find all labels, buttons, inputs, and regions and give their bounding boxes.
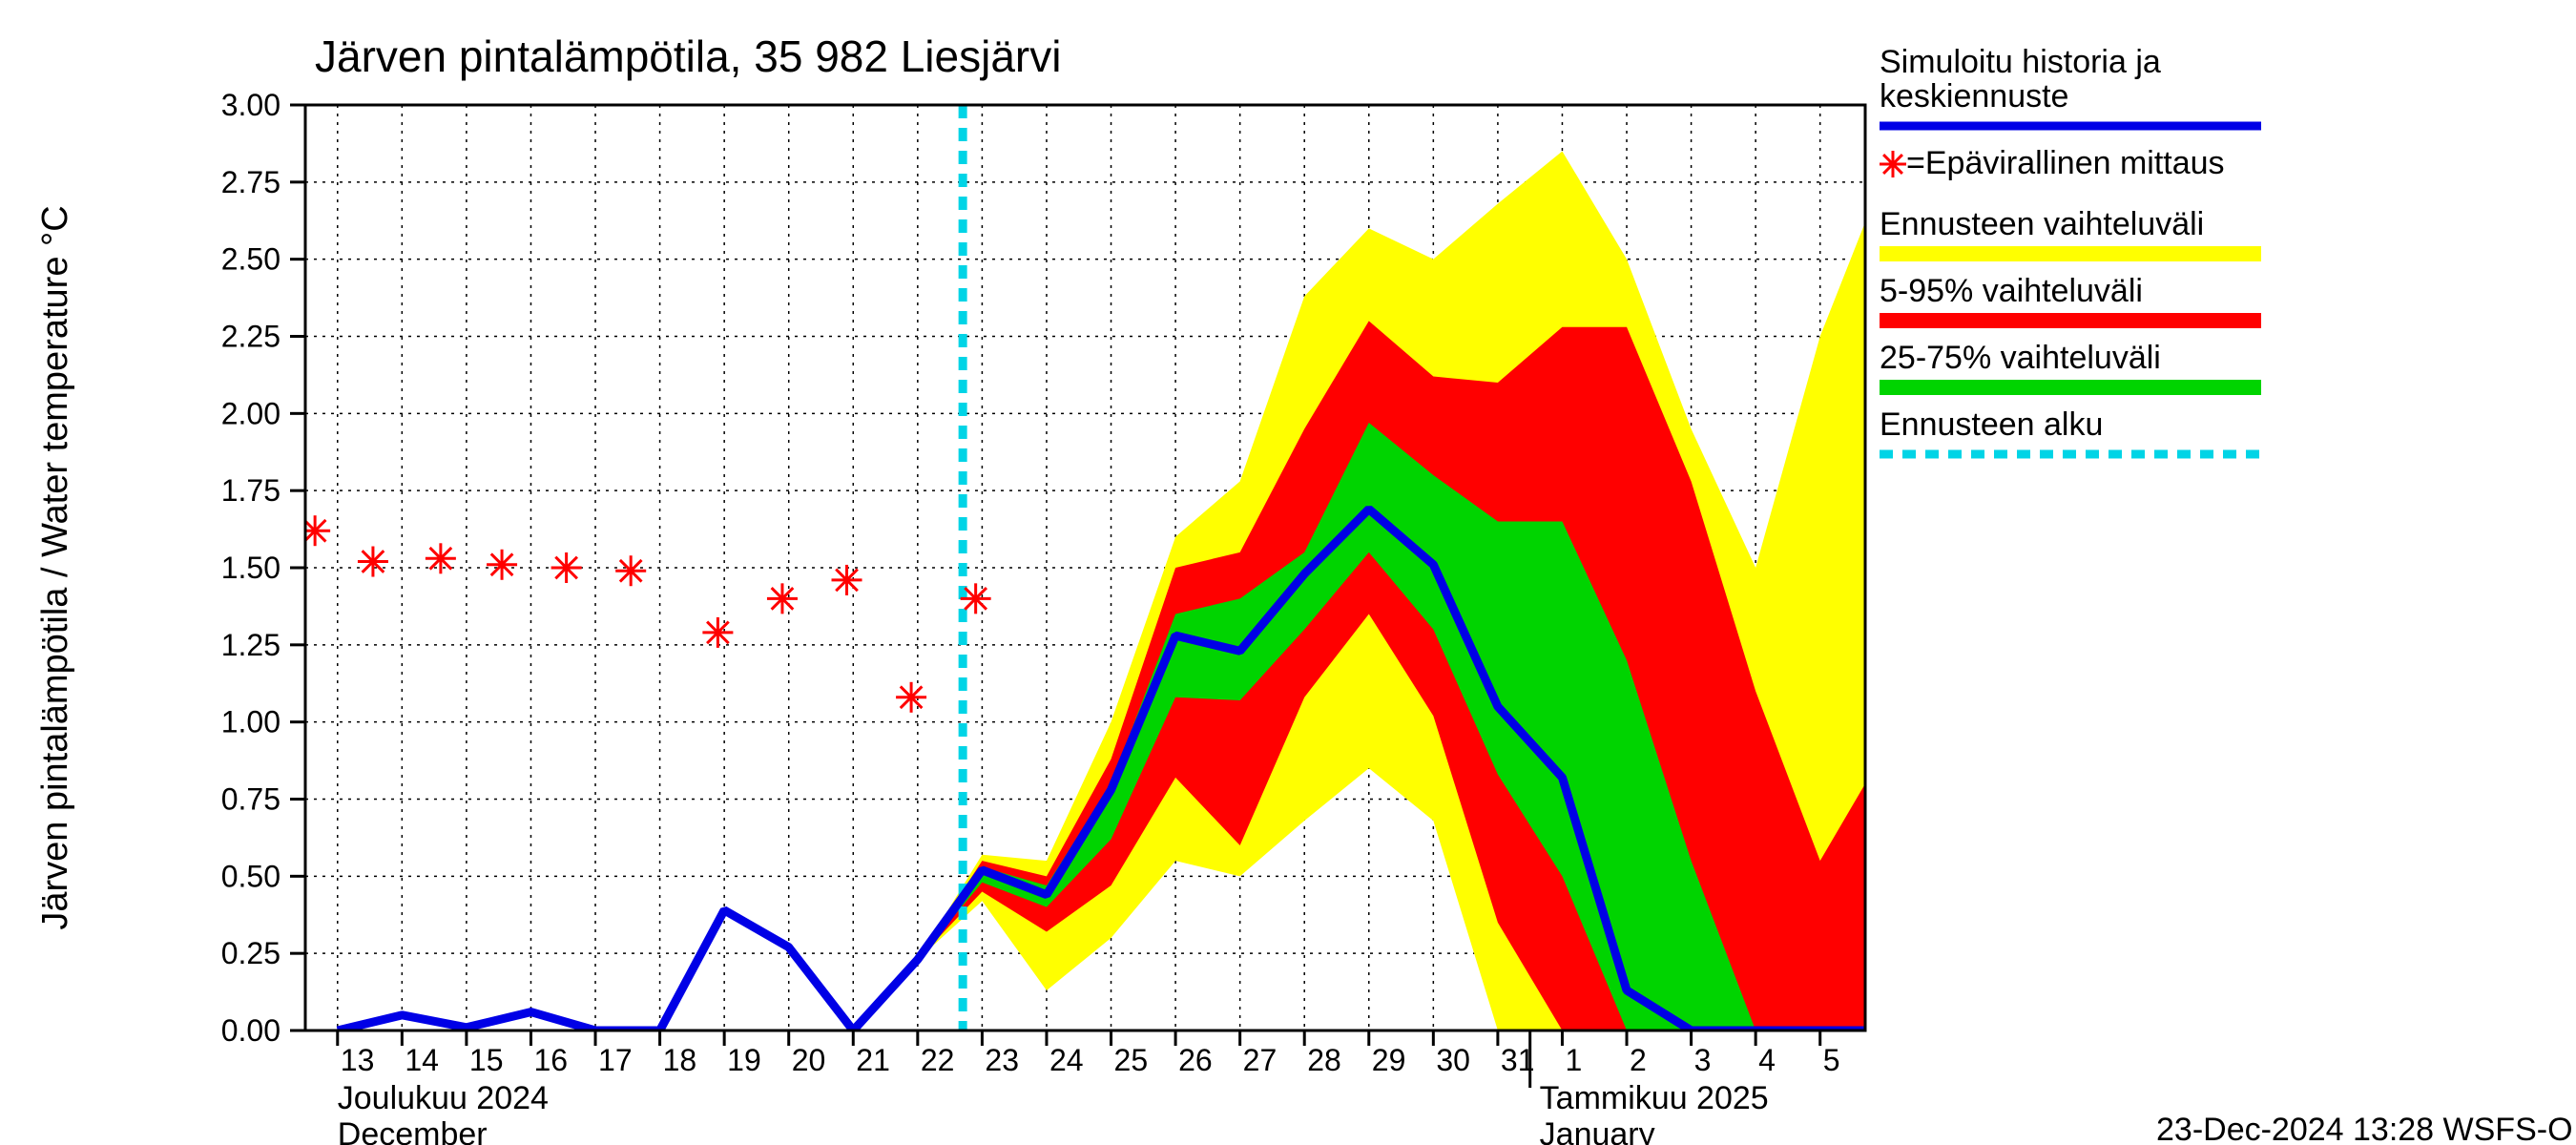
observation-marker xyxy=(487,550,517,580)
x-tick-label: 21 xyxy=(856,1043,890,1077)
month-label-left-1: Joulukuu 2024 xyxy=(338,1080,549,1116)
legend-swatch xyxy=(1880,246,2261,261)
y-tick-label: 0.00 xyxy=(221,1013,280,1048)
x-tick-label: 26 xyxy=(1178,1043,1213,1077)
observation-marker xyxy=(358,547,388,577)
y-tick-label: 0.50 xyxy=(221,859,280,893)
y-axis-label: Järven pintalämpötila / Water temperatur… xyxy=(35,205,75,929)
y-tick-label: 0.25 xyxy=(221,936,280,970)
observation-marker xyxy=(615,555,646,586)
legend-swatch xyxy=(1880,313,2261,328)
y-tick-label: 0.75 xyxy=(221,782,280,817)
observation-marker xyxy=(896,682,926,713)
y-tick-label: 2.25 xyxy=(221,320,280,354)
x-tick-label: 28 xyxy=(1307,1043,1341,1077)
legend-label: =Epävirallinen mittaus xyxy=(1906,145,2225,181)
x-tick-label: 2 xyxy=(1630,1043,1647,1077)
y-tick-label: 2.00 xyxy=(221,396,280,430)
legend-label: 5-95% vaihteluväli xyxy=(1880,273,2143,309)
x-tick-label: 5 xyxy=(1823,1043,1840,1077)
y-tick-label: 2.75 xyxy=(221,165,280,199)
y-tick-label: 2.50 xyxy=(221,242,280,277)
month-label-right-2: January xyxy=(1540,1116,1655,1145)
x-tick-label: 20 xyxy=(792,1043,826,1077)
x-tick-label: 29 xyxy=(1372,1043,1406,1077)
y-tick-label: 1.75 xyxy=(221,473,280,508)
x-tick-label: 27 xyxy=(1243,1043,1278,1077)
observation-marker xyxy=(702,617,733,648)
footer-timestamp: 23-Dec-2024 13:28 WSFS-O xyxy=(2156,1112,2573,1145)
x-tick-label: 25 xyxy=(1114,1043,1149,1077)
x-tick-label: 19 xyxy=(727,1043,761,1077)
legend-label: 25-75% vaihteluväli xyxy=(1880,340,2161,376)
x-tick-label: 17 xyxy=(598,1043,633,1077)
x-tick-label: 22 xyxy=(921,1043,955,1077)
x-tick-label: 4 xyxy=(1758,1043,1776,1077)
y-tick-label: 3.00 xyxy=(221,88,280,122)
legend-label: keskiennuste xyxy=(1880,78,2068,114)
x-tick-label: 1 xyxy=(1565,1043,1582,1077)
x-tick-label: 13 xyxy=(341,1043,375,1077)
legend-label: Ennusteen alku xyxy=(1880,406,2103,443)
observation-marker xyxy=(832,565,862,595)
observation-marker xyxy=(767,583,798,614)
x-tick-label: 15 xyxy=(469,1043,504,1077)
observation-marker xyxy=(426,543,456,573)
x-tick-label: 16 xyxy=(533,1043,568,1077)
legend-label: Simuloitu historia ja xyxy=(1880,44,2161,80)
x-tick-label: 3 xyxy=(1694,1043,1712,1077)
chart-title: Järven pintalämpötila, 35 982 Liesjärvi xyxy=(315,31,1061,81)
legend-label: Ennusteen vaihteluväli xyxy=(1880,206,2204,242)
month-label-left-2: December xyxy=(338,1116,488,1145)
observation-marker xyxy=(551,552,582,583)
observation-marker xyxy=(1880,151,1906,177)
month-label-right-1: Tammikuu 2025 xyxy=(1540,1080,1769,1116)
observation-marker xyxy=(961,583,991,614)
x-tick-label: 23 xyxy=(985,1043,1019,1077)
x-tick-label: 18 xyxy=(663,1043,697,1077)
y-tick-label: 1.50 xyxy=(221,551,280,585)
legend-swatch xyxy=(1880,380,2261,395)
x-tick-label: 14 xyxy=(405,1043,439,1077)
y-tick-label: 1.00 xyxy=(221,705,280,739)
y-tick-label: 1.25 xyxy=(221,628,280,662)
x-tick-label: 24 xyxy=(1049,1043,1084,1077)
x-tick-label: 30 xyxy=(1436,1043,1470,1077)
